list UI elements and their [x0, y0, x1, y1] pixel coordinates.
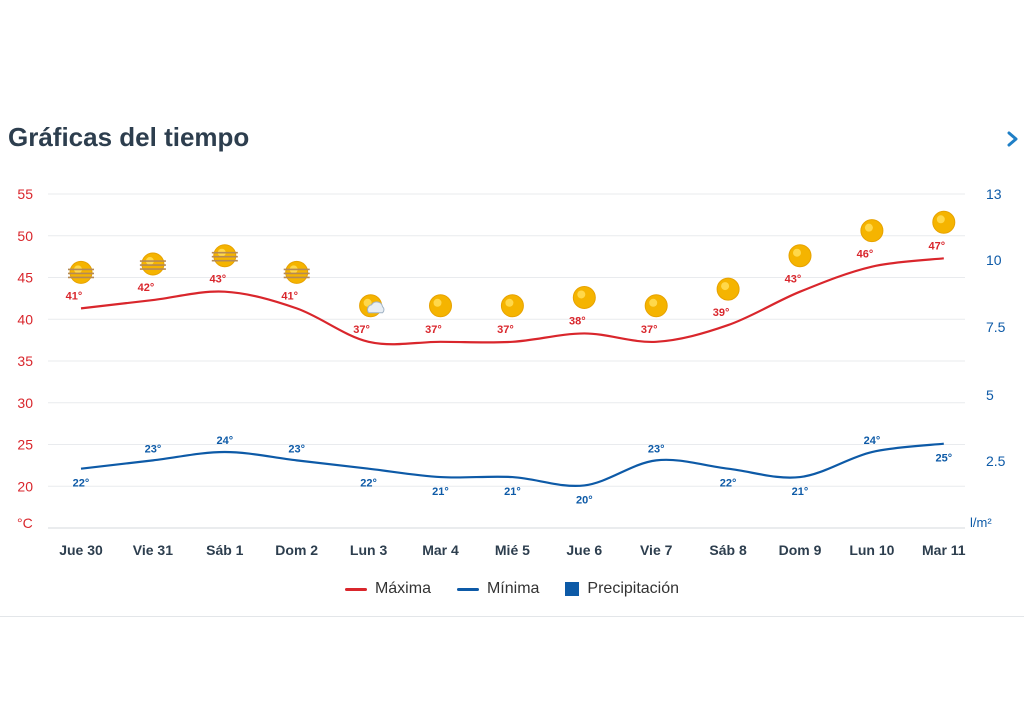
data-label-min: 23°	[145, 443, 162, 455]
legend-item-precip[interactable]: Precipitación	[565, 580, 679, 598]
y-left-tick-label: 20	[17, 478, 33, 494]
data-label-min: 23°	[288, 443, 305, 455]
sun-haze-icon	[283, 260, 310, 284]
series-line-min	[80, 442, 944, 488]
sun-icon	[572, 285, 596, 309]
sun-cloud-icon	[359, 294, 385, 318]
y-right-tick-label: 2.5	[986, 453, 1006, 469]
data-label-min: 22°	[360, 478, 377, 490]
data-label-max: 47°	[928, 240, 945, 252]
x-tick-label: Vie 31	[133, 542, 173, 558]
data-label-max: 37°	[353, 324, 370, 336]
y-right-tick-label: 7.5	[986, 319, 1006, 335]
divider	[0, 616, 1024, 617]
y-left-tick-label: 35	[17, 353, 33, 369]
data-label-min: 22°	[720, 478, 737, 490]
data-label-max: 43°	[209, 274, 226, 286]
page-title: Gráficas del tiempo	[8, 122, 250, 152]
data-label-min: 24°	[216, 435, 233, 447]
chevron-right-icon[interactable]	[1004, 124, 1022, 154]
y-right-tick-label: 10	[986, 252, 1002, 268]
sun-icon	[644, 294, 668, 318]
sun-icon	[429, 294, 452, 318]
x-tick-label: Mar 4	[422, 542, 459, 558]
y-left-tick-label: 25	[17, 437, 33, 453]
data-label-max: 39°	[713, 307, 730, 319]
data-label-min: 23°	[648, 443, 665, 455]
y-right-tick-label: 5	[986, 387, 994, 403]
x-tick-label: Lun 10	[849, 542, 894, 558]
data-label-max: 41°	[66, 290, 83, 302]
x-tick-label: Jue 6	[566, 542, 602, 558]
data-label-max: 46°	[857, 249, 874, 261]
data-label-max: 43°	[785, 274, 802, 286]
y-left-tick-label: 40	[17, 311, 33, 327]
x-tick-label: Mié 5	[495, 542, 530, 558]
chart-legend: Máxima Mínima Precipitación	[0, 580, 1024, 598]
data-label-max: 37°	[641, 324, 658, 336]
data-label-min: 21°	[504, 486, 521, 498]
data-label-min: 20°	[576, 494, 593, 506]
data-label-max: 38°	[569, 315, 586, 327]
data-label-min: 21°	[792, 486, 809, 498]
y-right-tick-label: 13	[986, 186, 1002, 202]
series-line-max	[80, 257, 944, 346]
data-label-min: 24°	[864, 435, 881, 447]
y-left-tick-label: 30	[17, 395, 33, 411]
legend-item-min[interactable]: Mínima	[456, 580, 540, 598]
x-tick-label: Dom 9	[779, 542, 822, 558]
y-left-unit: °C	[17, 515, 33, 531]
x-tick-label: Lun 3	[350, 542, 388, 558]
data-label-max: 37°	[497, 324, 514, 336]
x-tick-label: Sáb 1	[206, 542, 244, 558]
legend-swatch-precip	[565, 582, 580, 596]
y-left-tick-label: 50	[17, 228, 33, 244]
legend-label-min: Mínima	[486, 580, 540, 597]
data-label-max: 41°	[281, 290, 298, 302]
sun-haze-icon	[139, 252, 166, 276]
x-tick-label: Vie 7	[640, 542, 673, 558]
data-label-min: 25°	[935, 453, 952, 465]
legend-label-max: Máxima	[374, 580, 431, 597]
weather-chart: 20 25 30 35 40 45 50 55 °C 2.5 5 7.5 10 13 l/m² Jue 30 V…	[17, 186, 1006, 558]
data-label-min: 22°	[73, 478, 90, 490]
x-tick-label: Sáb 8	[709, 542, 747, 558]
y-left-tick-label: 45	[17, 270, 33, 286]
data-label-max: 37°	[425, 324, 442, 336]
data-label-max: 42°	[138, 282, 155, 294]
legend-swatch-min	[456, 587, 479, 591]
legend-item-max[interactable]: Máxima	[344, 580, 431, 598]
legend-label-precip: Precipitación	[587, 580, 680, 597]
sun-icon	[932, 210, 956, 234]
legend-swatch-max	[344, 587, 367, 591]
sun-icon	[788, 244, 812, 268]
sun-icon	[716, 277, 740, 301]
x-tick-label: Mar 11	[922, 542, 966, 558]
sun-icon	[860, 219, 884, 243]
sun-icon	[500, 294, 524, 318]
x-tick-label: Jue 30	[59, 542, 103, 558]
sun-haze-icon	[211, 244, 238, 268]
y-right-unit: l/m²	[970, 515, 992, 530]
data-label-min: 21°	[432, 486, 449, 498]
sun-haze-icon	[68, 260, 94, 284]
y-left-tick-label: 55	[17, 186, 33, 202]
x-tick-label: Dom 2	[275, 542, 318, 558]
